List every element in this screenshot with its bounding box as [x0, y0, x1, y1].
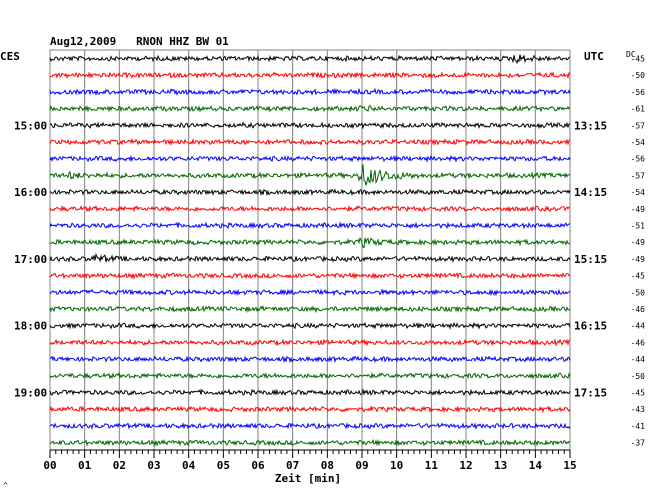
trace-line — [49, 405, 571, 414]
dc-offset-label: -61 — [631, 105, 646, 114]
left-time-label: 18:00 — [14, 320, 47, 333]
dc-offset-label: -56 — [631, 155, 646, 164]
dc-offset-label: -54 — [631, 188, 646, 197]
x-tick-label: 14 — [529, 459, 543, 472]
trace-line — [49, 71, 571, 80]
right-time-label: 14:15 — [574, 186, 607, 199]
x-tick-label: 04 — [182, 459, 196, 472]
trace-line — [49, 121, 570, 130]
dc-offset-labels: -45 -50 -56 -61 -57 -54 -56 -57 -54 -49 -51 -49 -49 -… — [631, 55, 646, 448]
dc-offset-label: -43 — [631, 405, 646, 414]
x-tick-label: 02 — [113, 459, 126, 472]
x-tick-label: 03 — [147, 459, 160, 472]
trace-line — [49, 221, 571, 230]
trace-line — [49, 321, 571, 330]
x-tick-label: 01 — [78, 459, 92, 472]
corner-mark: ^ — [3, 481, 8, 490]
dc-offset-label: -49 — [631, 205, 646, 214]
left-time-label: 19:00 — [14, 387, 47, 400]
dc-offset-label: -56 — [631, 88, 646, 97]
right-timezone-label: UTC — [584, 50, 604, 63]
left-timezone-label: CES — [0, 50, 20, 63]
trace-line — [49, 188, 571, 197]
x-tick-label: 00 — [43, 459, 56, 472]
right-time-labels: 13:15 14:15 15:15 16:15 17:15 — [574, 119, 607, 399]
trace-line — [49, 421, 571, 430]
trace-line — [49, 338, 571, 347]
x-tick-label: 08 — [321, 459, 334, 472]
chart-title: Aug12,2009 RNON HHZ BW 01 — [50, 35, 229, 48]
trace-line — [49, 236, 571, 249]
x-tick-label: 06 — [251, 459, 265, 472]
left-time-label: 15:00 — [14, 119, 47, 132]
x-tick-label: 07 — [286, 459, 299, 472]
trace-line — [49, 252, 571, 263]
right-time-label: 17:15 — [574, 387, 607, 400]
x-axis: 00 01 02 03 04 05 06 07 08 09 10 11 12 13 14 15 — [43, 449, 577, 472]
trace-line — [49, 271, 571, 280]
dc-offset-label: -50 — [631, 288, 646, 297]
x-tick-label: 12 — [459, 459, 472, 472]
trace-line — [49, 288, 571, 297]
dc-offset-label: -50 — [631, 372, 646, 381]
dc-label: DC — [626, 50, 636, 59]
dc-offset-label: -44 — [631, 355, 646, 364]
dc-offset-label: -57 — [631, 171, 646, 180]
trace-line — [49, 54, 571, 65]
dc-offset-label: -57 — [631, 121, 646, 130]
right-time-label: 16:15 — [574, 320, 607, 333]
trace-line — [49, 204, 571, 213]
x-tick-label: 10 — [390, 459, 403, 472]
dc-offset-label: -45 — [631, 55, 646, 64]
trace-line — [49, 104, 571, 113]
right-time-label: 15:15 — [574, 253, 607, 266]
dc-offset-label: -46 — [631, 338, 646, 347]
dc-offset-label: -54 — [631, 138, 646, 147]
x-tick-label: 13 — [494, 459, 507, 472]
trace-line — [49, 388, 571, 397]
x-axis-label: Zeit [min] — [275, 472, 341, 485]
dc-offset-label: -37 — [631, 439, 646, 448]
trace-line — [49, 438, 571, 447]
dc-offset-label: -50 — [631, 71, 646, 80]
trace-line — [49, 304, 571, 314]
dc-offset-label: -49 — [631, 255, 646, 264]
dc-offset-label: -51 — [631, 222, 646, 231]
x-tick-label: 05 — [217, 459, 230, 472]
x-tick-label: 11 — [425, 459, 439, 472]
trace-line — [49, 137, 571, 147]
dc-offset-label: -45 — [631, 272, 646, 281]
trace-group — [49, 54, 571, 447]
trace-line — [49, 164, 571, 187]
left-time-label: 17:00 — [14, 253, 47, 266]
vertical-grid — [84, 50, 536, 450]
dc-offset-label: -49 — [631, 238, 646, 247]
dc-offset-label: -41 — [631, 422, 646, 431]
right-time-label: 13:15 — [574, 119, 607, 132]
trace-line — [49, 355, 571, 364]
dc-offset-label: -45 — [631, 389, 646, 398]
x-tick-label: 15 — [563, 459, 576, 472]
trace-line — [49, 87, 571, 97]
trace-line — [49, 154, 571, 163]
trace-line — [49, 371, 571, 380]
dc-offset-label: -44 — [631, 322, 646, 331]
x-tick-label: 09 — [355, 459, 368, 472]
dc-offset-label: -46 — [631, 305, 646, 314]
left-time-label: 16:00 — [14, 186, 47, 199]
left-time-labels: 15:00 16:00 17:00 18:00 19:00 — [14, 119, 47, 399]
